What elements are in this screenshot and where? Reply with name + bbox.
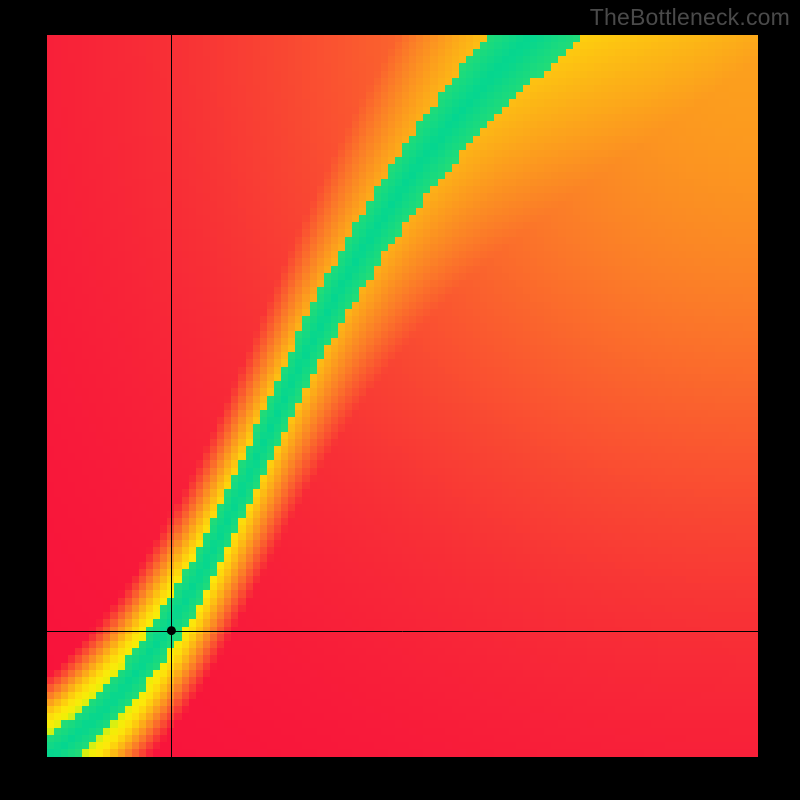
chart-container: TheBottleneck.com <box>0 0 800 800</box>
bottleneck-heatmap <box>47 35 758 757</box>
attribution-text: TheBottleneck.com <box>590 4 790 31</box>
